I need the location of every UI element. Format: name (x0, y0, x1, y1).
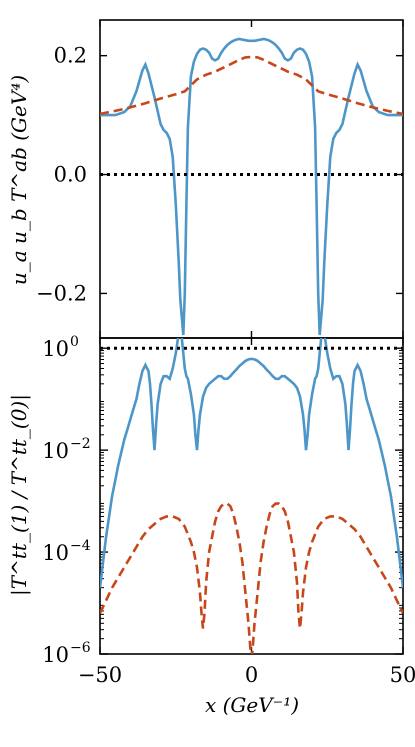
top-panel-tick-labels: −0.2 0.0 0.2 (36, 44, 87, 306)
x-axis-label: x (GeV⁻¹) (205, 693, 299, 717)
top-panel: −0.2 0.0 0.2 u_a u_b T^ab (GeV⁴) (7, 19, 404, 339)
bottom-y-axis-label: |T^tt_(1) / T^tt_(0)| (7, 394, 32, 596)
bottom-ytick-exponent: 0 (70, 334, 79, 350)
bottom-ytick-label: 10 (42, 337, 69, 361)
bottom-ytick-exponent: −6 (70, 640, 91, 656)
bottom-panel-tick-labels: 10−610−410−210 0−50 0 50 (42, 334, 415, 687)
bottom-panel-series (100, 338, 403, 654)
bottom-xtick-label: 50 (390, 663, 415, 687)
top-panel-series (100, 37, 403, 336)
bottom-ytick-exponent: −2 (70, 436, 91, 452)
top-series-solid (100, 37, 403, 336)
bottom-ytick-label: 10 (42, 643, 69, 667)
bottom-xtick-label: −50 (78, 663, 122, 687)
bottom-ytick-exponent: −4 (70, 538, 91, 554)
bottom-ytick-label: 10 (42, 439, 69, 463)
bottom-xtick-label: 0 (245, 663, 258, 687)
top-ytick-label: 0.2 (54, 44, 87, 68)
top-ytick-label: 0.0 (54, 163, 87, 187)
top-ytick-label: −0.2 (36, 281, 87, 305)
bottom-series-solid (100, 338, 403, 588)
bottom-panel-frame (99, 337, 404, 655)
bottom-panel-ticks (99, 338, 404, 655)
bottom-ytick-label: 10 (42, 541, 69, 565)
bottom-series-dashed (100, 502, 403, 654)
top-y-axis-label: u_a u_b T^ab (GeV⁴) (7, 75, 31, 285)
bottom-panel: 10−610−410−210 0−50 0 50 |T^tt_(1) / T^tt_(… (7, 334, 415, 717)
